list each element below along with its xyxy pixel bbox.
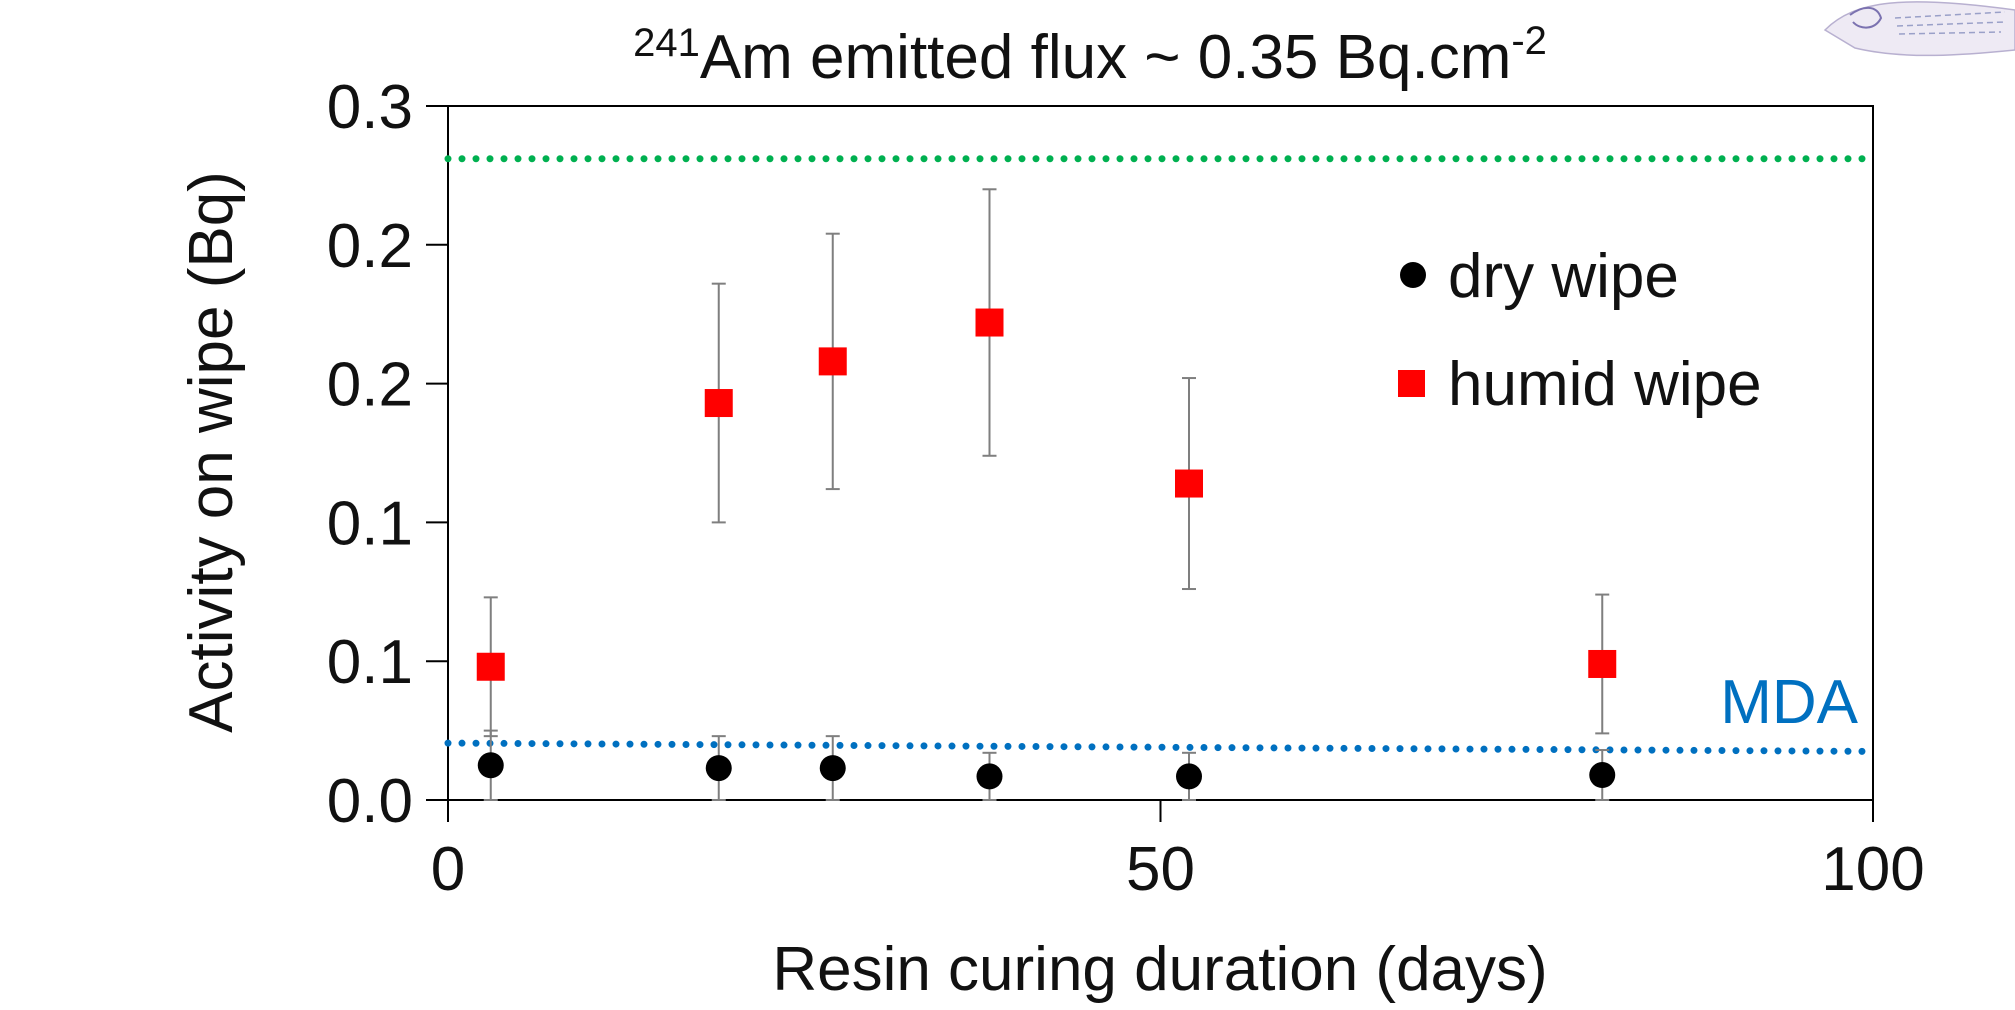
plot-area-frame — [447, 105, 1874, 801]
point-humid-wipe — [1175, 469, 1203, 498]
point-humid-wipe — [818, 347, 847, 376]
y-axis: 0.0 0.1 0.1 0.2 0.2 0.3 — [327, 73, 448, 836]
point-dry-wipe — [1176, 763, 1202, 790]
y-tick-label: 0.2 — [327, 351, 413, 420]
error-bars — [483, 188, 1610, 801]
reference-line-mda — [444, 739, 1877, 755]
legend-marker-dry-wipe — [1400, 262, 1426, 288]
reference-lines — [444, 155, 1877, 755]
legend-marker-humid-wipe — [1398, 370, 1425, 397]
point-humid-wipe — [476, 652, 505, 681]
y-tick-label: 0.1 — [327, 628, 413, 697]
title-isotope-mass: 241 — [633, 21, 700, 65]
x-tick-label: 0 — [431, 835, 465, 904]
legend-label-humid-wipe: humid wipe — [1448, 350, 1762, 419]
wipes-photo-thumbnail — [1823, 1, 2015, 57]
x-tick-label: 50 — [1126, 835, 1195, 904]
y-axis-title: Activity on wipe (Bq) — [177, 171, 246, 733]
title-text: Am emitted flux ~ 0.35 Bq.cm — [700, 23, 1512, 92]
y-tick-label: 0.0 — [327, 767, 413, 836]
point-humid-wipe — [1588, 649, 1617, 678]
point-dry-wipe — [705, 755, 732, 782]
chart-title: 241Am emitted flux ~ 0.35 Bq.cm-2 — [633, 19, 1547, 92]
point-dry-wipe — [477, 752, 504, 779]
x-tick-label: 100 — [1821, 835, 1924, 904]
y-tick-label: 0.2 — [327, 212, 413, 281]
title-exponent: -2 — [1511, 19, 1547, 63]
y-tick-label: 0.3 — [327, 73, 413, 142]
mda-label: MDA — [1720, 668, 1858, 737]
point-dry-wipe — [976, 763, 1003, 790]
point-dry-wipe — [819, 755, 846, 782]
data-markers — [476, 308, 1617, 790]
point-humid-wipe — [975, 308, 1004, 337]
legend: dry wipe humid wipe — [1398, 242, 1762, 419]
x-axis-title: Resin curing duration (days) — [772, 935, 1547, 1004]
legend-label-dry-wipe: dry wipe — [1448, 242, 1679, 311]
point-humid-wipe — [704, 389, 733, 418]
x-axis: 0 50 100 — [431, 800, 1925, 904]
point-dry-wipe — [1589, 762, 1616, 789]
y-tick-label: 0.1 — [327, 489, 413, 558]
